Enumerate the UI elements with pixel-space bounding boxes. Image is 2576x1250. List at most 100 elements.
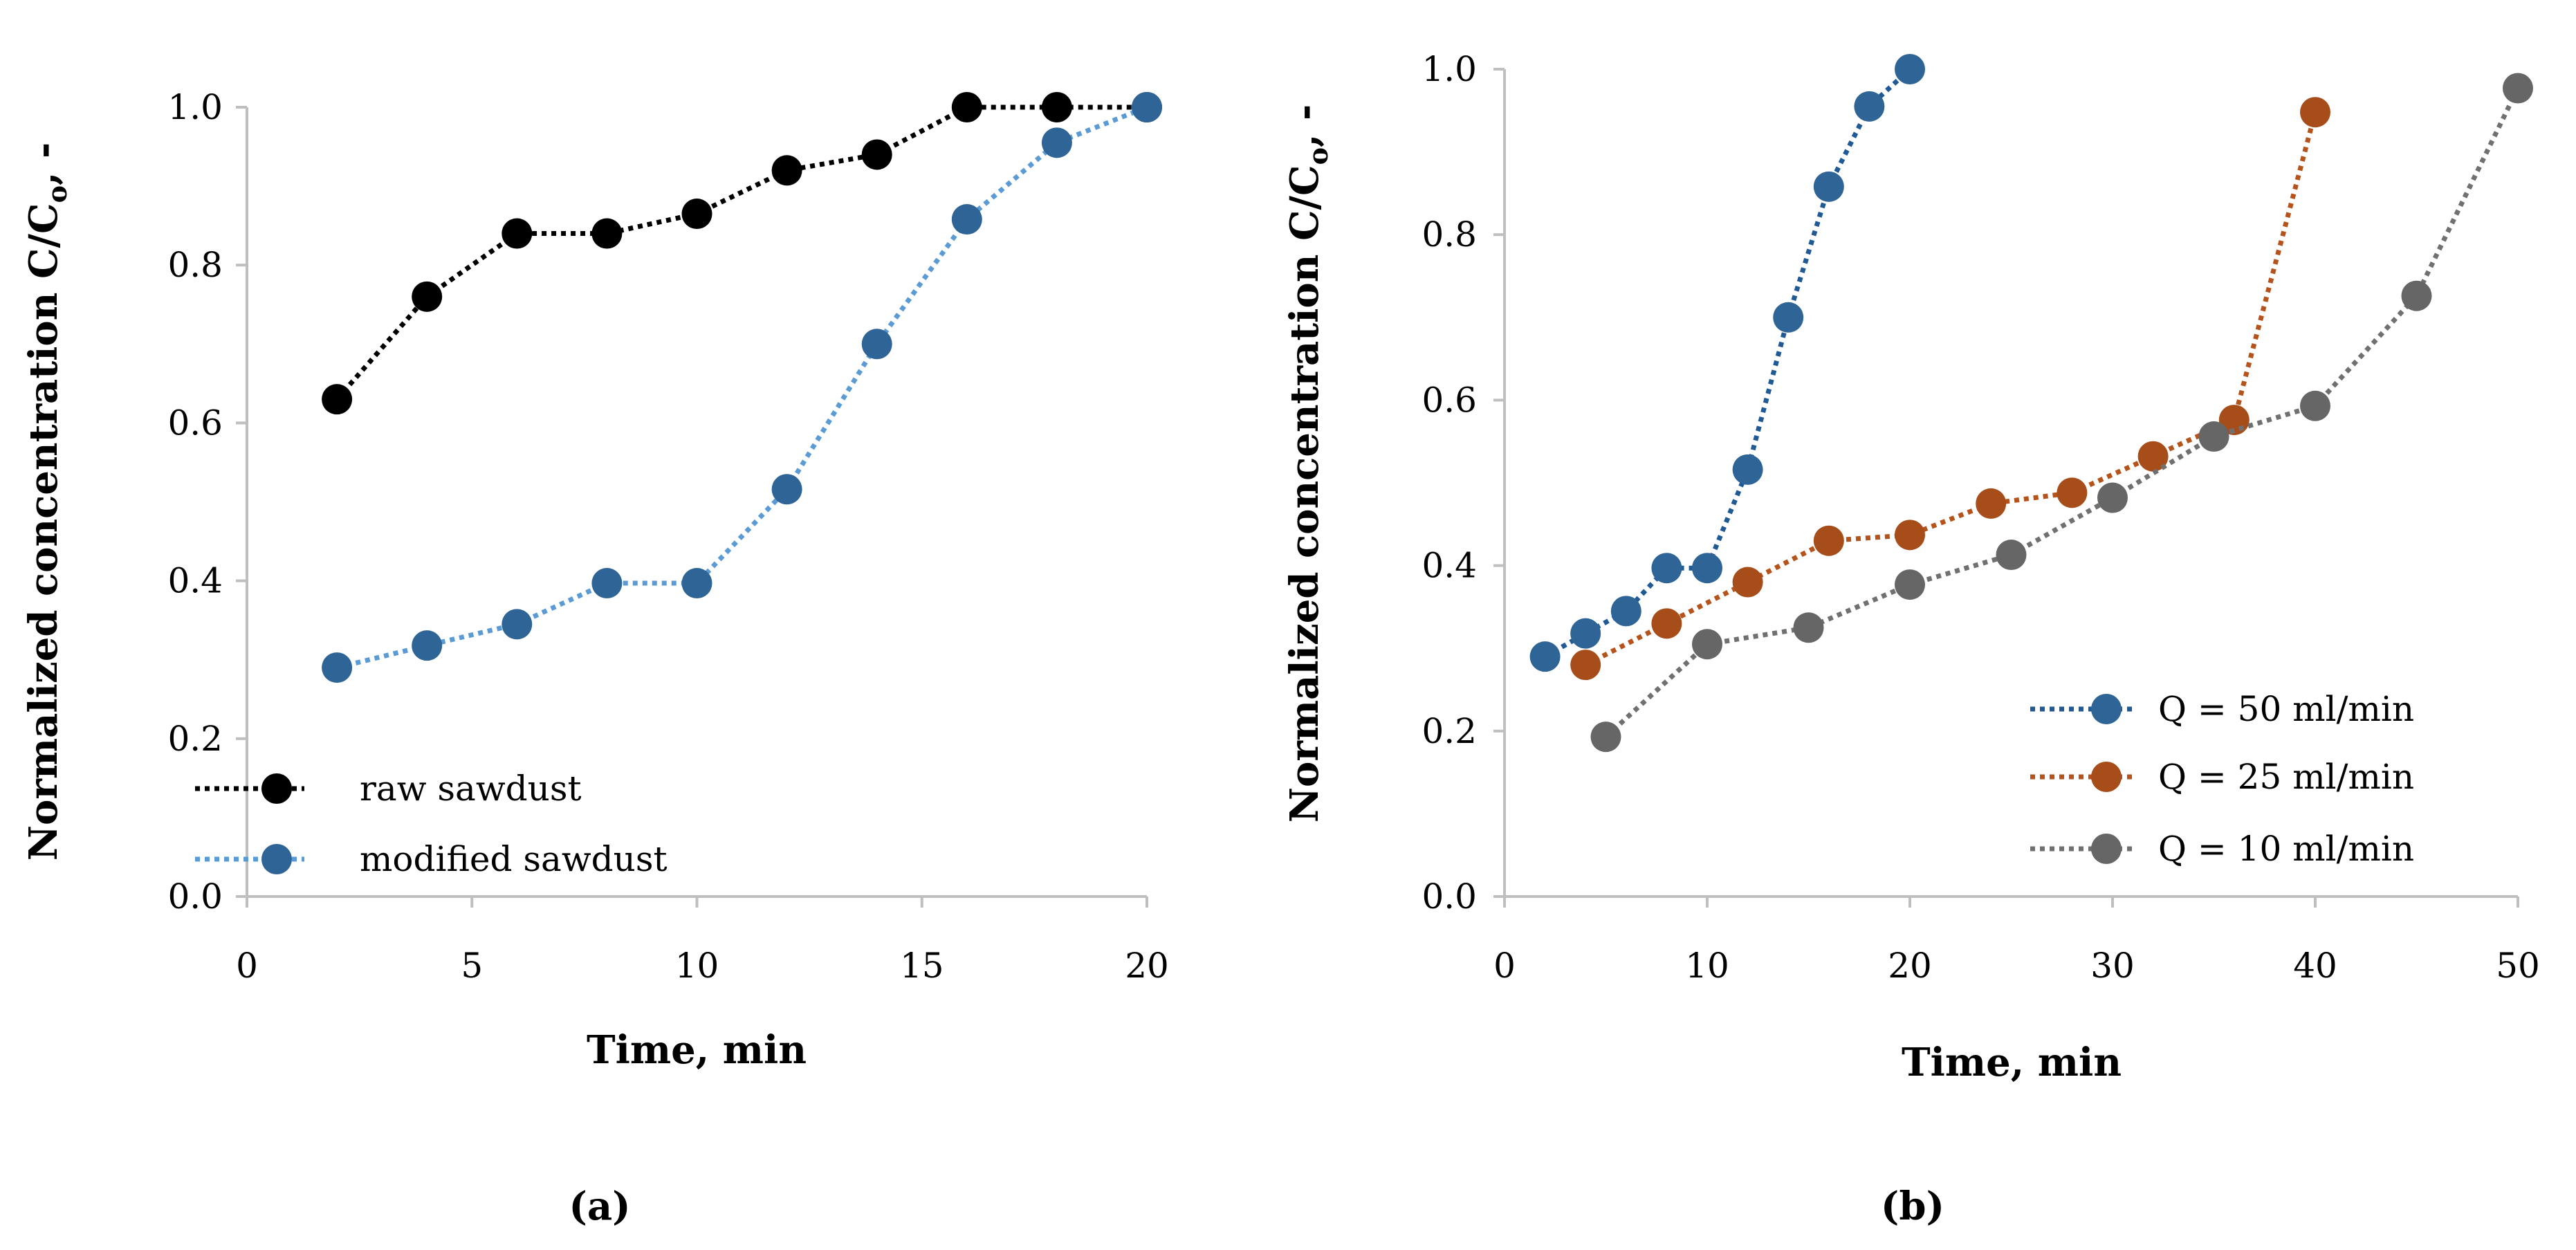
- data-point: [322, 652, 353, 683]
- data-point: [1813, 171, 1844, 202]
- data-point: [1651, 608, 1682, 639]
- x-tick-label: 10: [1685, 946, 1729, 986]
- x-tick-label: 15: [900, 946, 944, 986]
- legend-entry: modified sawdust: [195, 839, 668, 879]
- data-point: [1610, 596, 1641, 627]
- data-point: [681, 199, 712, 230]
- data-point: [681, 568, 712, 599]
- x-tick-label: 20: [1888, 946, 1932, 986]
- y-tick-label: 0.6: [167, 403, 223, 443]
- data-point: [2097, 482, 2128, 513]
- data-point: [1132, 92, 1162, 122]
- series-0: [1529, 54, 1925, 672]
- data-point: [1895, 54, 1925, 84]
- data-point: [1570, 618, 1601, 649]
- data-point: [2137, 441, 2169, 472]
- data-point: [502, 218, 533, 249]
- legend-entry: Q = 10 ml/min: [2030, 829, 2414, 869]
- data-point: [951, 204, 982, 235]
- data-point: [1692, 553, 1722, 584]
- y-tick-label: 1.0: [1422, 49, 1477, 89]
- data-point: [1041, 127, 1072, 158]
- x-tick-label: 0: [1493, 946, 1516, 986]
- x-tick-label: 0: [236, 946, 258, 986]
- y-axis-title: Normalized concentration C/Co, -: [21, 143, 73, 861]
- x-axis-title: Time, min: [1902, 1040, 2122, 1085]
- series-line: [335, 104, 1147, 401]
- legend-entry: raw sawdust: [195, 769, 582, 809]
- data-point: [2503, 73, 2533, 104]
- series-1: [1570, 97, 2330, 681]
- data-point: [1041, 92, 1072, 122]
- y-axis-title: Normalized concentration C/Co, -: [1282, 104, 1334, 822]
- x-tick-label: 20: [1125, 946, 1169, 986]
- legend-marker: [2091, 834, 2122, 864]
- data-point: [1732, 567, 1763, 598]
- data-point: [2198, 421, 2229, 452]
- legend-label: raw sawdust: [360, 769, 582, 809]
- legend-entry: Q = 25 ml/min: [2030, 757, 2414, 797]
- y-tick-label: 0.2: [167, 719, 223, 759]
- series-line: [1543, 67, 1912, 659]
- legend-label: modified sawdust: [360, 839, 668, 879]
- x-axis-title: Time, min: [587, 1027, 807, 1073]
- series-0: [322, 92, 1162, 415]
- chart-panel-0: 0.0 0.2 0.4 0.6 0.8 1.0 0 5 10 15 20 Time, min Norma…: [21, 87, 1169, 1229]
- data-point: [951, 92, 982, 122]
- data-point: [1732, 454, 1763, 485]
- y-tick-label: 0.4: [1422, 546, 1477, 586]
- data-point: [1590, 721, 1621, 753]
- series-1: [322, 92, 1162, 683]
- data-point: [861, 329, 892, 360]
- series-line: [1604, 86, 2521, 739]
- data-point: [771, 155, 802, 186]
- data-point: [861, 139, 892, 170]
- series-2: [1590, 73, 2533, 753]
- y-tick-label: 0.0: [167, 876, 223, 917]
- x-tick-label: 50: [2496, 946, 2540, 986]
- y-tick-label: 0.8: [167, 245, 223, 285]
- y-tick-label: 0.6: [1422, 380, 1477, 420]
- data-point: [591, 568, 623, 599]
- data-point: [502, 609, 533, 640]
- data-point: [1692, 629, 1722, 660]
- data-point: [412, 630, 443, 661]
- data-point: [1570, 650, 1601, 681]
- y-tick-label: 1.0: [167, 87, 223, 127]
- panel-label: (b): [1881, 1184, 1944, 1229]
- x-tick-label: 5: [461, 946, 483, 986]
- data-point: [1895, 569, 1925, 600]
- data-point: [2057, 477, 2088, 508]
- data-point: [2300, 390, 2330, 421]
- series-line: [336, 104, 1148, 670]
- series-line: [1584, 111, 2318, 668]
- legend-label: Q = 10 ml/min: [2158, 829, 2414, 869]
- data-point: [1854, 91, 1885, 122]
- data-point: [1813, 525, 1844, 556]
- legend-entry: Q = 50 ml/min: [2030, 689, 2414, 729]
- x-tick-label: 10: [675, 946, 719, 986]
- data-point: [1773, 302, 1804, 333]
- data-point: [1895, 520, 1925, 551]
- x-tick-label: 30: [2090, 946, 2135, 986]
- legend-marker: [261, 773, 292, 804]
- data-point: [591, 218, 623, 249]
- legend-label: Q = 50 ml/min: [2158, 689, 2414, 729]
- data-point: [322, 384, 353, 415]
- data-point: [1996, 540, 2027, 571]
- data-point: [1976, 488, 2007, 519]
- legend-marker: [261, 844, 292, 874]
- y-tick-label: 0.2: [1422, 711, 1477, 751]
- panel-label: (a): [569, 1184, 630, 1229]
- y-tick-label: 0.8: [1422, 214, 1477, 255]
- data-point: [2300, 97, 2330, 128]
- y-tick-label: 0.4: [167, 561, 223, 601]
- legend-marker: [2091, 694, 2122, 724]
- legend-label: Q = 25 ml/min: [2158, 757, 2414, 797]
- data-point: [1651, 553, 1682, 584]
- data-point: [2401, 280, 2432, 311]
- chart-panel-1: 0.0 0.2 0.4 0.6 0.8 1.0 0 10 20 30 40 50 Time, min No…: [1282, 49, 2540, 1229]
- data-point: [771, 474, 802, 505]
- data-point: [412, 281, 443, 312]
